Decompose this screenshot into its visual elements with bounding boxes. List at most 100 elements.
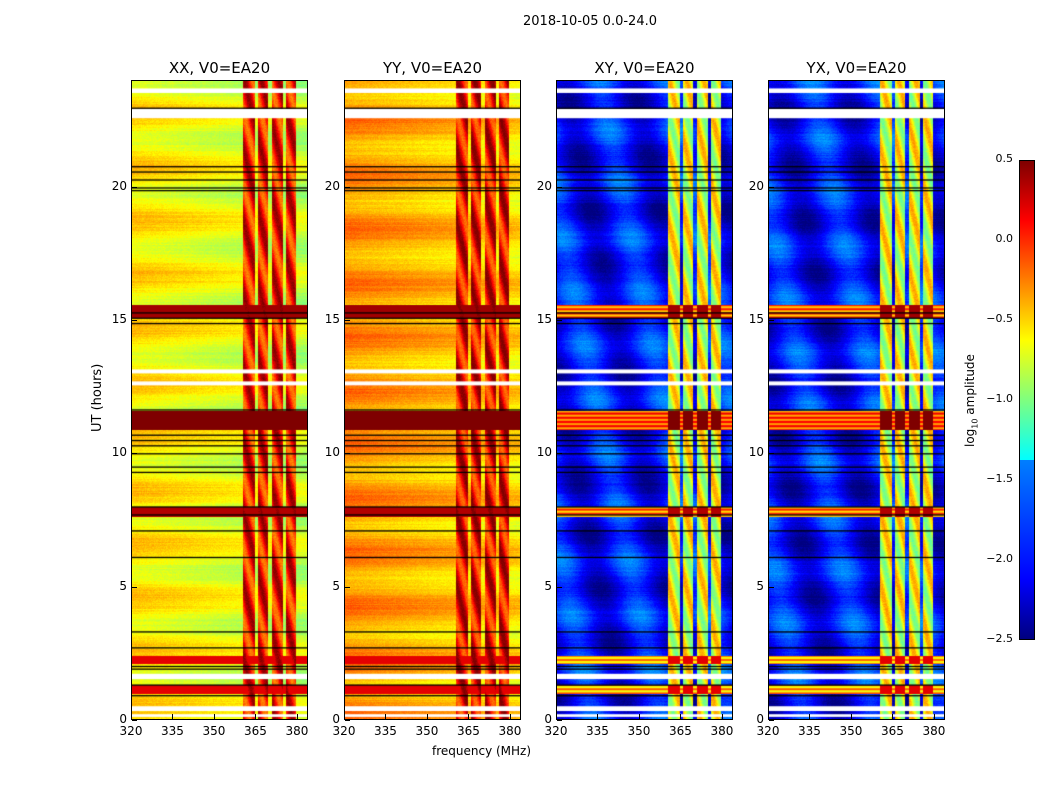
y-tick-label: 15: [536, 312, 552, 326]
panel-title: XY, V0=EA20: [594, 59, 695, 77]
colorbar-tick-label: −1.0: [986, 392, 1013, 405]
y-tick-label: 0: [119, 712, 127, 726]
x-tick-label: 335: [798, 724, 821, 738]
heatmap-image: [557, 81, 732, 719]
y-tick-label: 10: [111, 445, 127, 460]
x-axis-label: frequency (MHz): [432, 744, 532, 758]
x-tick-label: 380: [285, 724, 309, 738]
y-tick-label: 5: [119, 578, 127, 593]
y-tick-label: 15: [111, 312, 127, 326]
heatmap-panel: [344, 80, 521, 720]
y-tick-label: 20: [748, 178, 764, 193]
y-tick-mark: [132, 720, 137, 721]
y-tick-mark: [769, 186, 774, 188]
x-tick-mark: [344, 714, 345, 719]
x-tick-mark: [385, 714, 387, 719]
panel-title: YX, V0=EA20: [806, 59, 907, 77]
heatmap-image: [132, 81, 307, 719]
x-tick-label: 320: [544, 724, 568, 738]
x-tick-label: 335: [374, 724, 397, 738]
x-tick-mark: [680, 714, 682, 719]
panel-title: XX, V0=EA20: [168, 59, 271, 77]
y-tick-label: 10: [748, 445, 764, 460]
heatmap-image: [769, 81, 944, 719]
y-tick-mark: [132, 320, 137, 321]
x-tick-label: 380: [710, 724, 734, 738]
y-tick-mark: [557, 720, 562, 721]
x-tick-mark: [131, 714, 132, 719]
x-tick-mark: [933, 714, 935, 719]
colorbar-tick-label: 0.5: [995, 152, 1014, 165]
x-tick-label: 335: [161, 724, 184, 738]
x-tick-mark: [255, 714, 257, 719]
y-tick-mark: [345, 320, 350, 321]
y-tick-mark: [132, 186, 137, 188]
colorbar-tick-label: −2.0: [986, 552, 1013, 565]
x-tick-label: 350: [839, 724, 863, 738]
x-tick-mark: [509, 714, 511, 719]
x-tick-label: 350: [415, 724, 439, 738]
y-tick-label: 0: [756, 712, 764, 726]
y-tick-label: 20: [111, 178, 127, 193]
heatmap-image: [345, 81, 520, 719]
y-tick-label: 10: [324, 445, 340, 460]
x-tick-mark: [850, 714, 852, 719]
y-tick-label: 20: [324, 178, 340, 193]
x-tick-mark: [468, 714, 470, 719]
colorbar-label: log10 amplitude: [963, 354, 980, 447]
y-tick-mark: [557, 586, 562, 588]
x-tick-label: 365: [669, 724, 692, 738]
y-tick-mark: [557, 320, 562, 321]
x-tick-mark: [768, 714, 769, 719]
x-tick-label: 350: [627, 724, 651, 738]
x-tick-label: 365: [881, 724, 904, 738]
y-tick-label: 5: [544, 578, 552, 593]
y-tick-mark: [345, 720, 350, 721]
y-tick-mark: [132, 453, 137, 455]
x-tick-label: 380: [922, 724, 946, 738]
figure-title: 2018-10-05 0.0-24.0: [523, 14, 657, 29]
colorbar-tick-label: −2.5: [986, 632, 1013, 645]
x-tick-label: 320: [756, 724, 780, 738]
y-tick-label: 10: [536, 445, 552, 460]
y-tick-label: 0: [332, 712, 340, 726]
y-tick-label: 0: [544, 712, 552, 726]
x-tick-mark: [556, 714, 557, 719]
panel-title: YY, V0=EA20: [382, 59, 483, 77]
x-tick-mark: [172, 714, 174, 719]
y-tick-mark: [345, 186, 350, 188]
x-tick-label: 380: [498, 724, 522, 738]
x-tick-mark: [809, 714, 811, 719]
colorbar-tick-label: 0.0: [995, 232, 1014, 245]
colorbar: [1019, 160, 1035, 640]
y-tick-mark: [769, 453, 774, 455]
x-tick-label: 320: [332, 724, 356, 738]
y-tick-mark: [769, 320, 774, 321]
colorbar-tick-label: −0.5: [986, 312, 1013, 325]
y-tick-label: 15: [748, 312, 764, 326]
x-tick-label: 320: [119, 724, 143, 738]
colorbar-tick-label: −1.5: [986, 472, 1013, 485]
x-tick-label: 365: [457, 724, 480, 738]
y-tick-mark: [345, 586, 350, 588]
y-axis-label: UT (hours): [90, 363, 105, 432]
y-tick-mark: [345, 453, 350, 455]
y-tick-mark: [769, 586, 774, 588]
x-tick-label: 335: [586, 724, 609, 738]
y-tick-label: 5: [332, 578, 340, 593]
heatmap-panel: [131, 80, 308, 720]
y-tick-mark: [557, 186, 562, 188]
x-tick-mark: [213, 714, 215, 719]
x-tick-mark: [721, 714, 723, 719]
y-tick-mark: [557, 453, 562, 455]
y-tick-label: 5: [756, 578, 764, 593]
x-tick-mark: [638, 714, 640, 719]
x-tick-label: 365: [244, 724, 267, 738]
y-tick-mark: [132, 586, 137, 588]
x-tick-mark: [296, 714, 298, 719]
x-tick-mark: [426, 714, 428, 719]
x-tick-mark: [597, 714, 599, 719]
x-tick-mark: [892, 714, 894, 719]
heatmap-panel: [768, 80, 945, 720]
